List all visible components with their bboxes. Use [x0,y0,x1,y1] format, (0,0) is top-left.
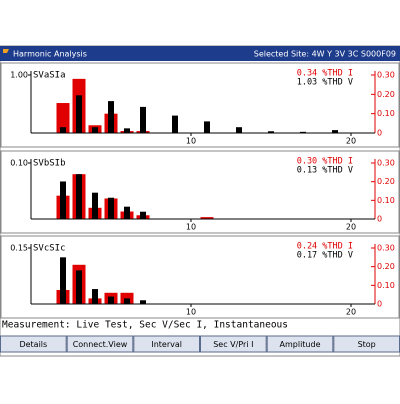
bar [124,128,130,133]
x-tick-label: 20 [346,308,356,317]
thd-label: 0.17 %THD V [297,251,353,261]
bar [172,115,178,133]
y-tick-label: 1.00 [10,71,28,80]
status-text: Measurement: Live Test, Sec V/Sec I, Ins… [2,320,288,331]
y2-tick-label: 0.20 [377,262,395,271]
softkey[interactable] [200,335,267,353]
bar [108,296,114,304]
chart-title: SVbSIb [33,159,66,169]
softkey-label[interactable]: Interval [151,340,182,349]
bar [92,127,98,133]
bar [204,121,210,133]
y2-tick-label: 0.10 [377,281,395,290]
thd-label: 0.13 %THD V [297,166,353,176]
y-tick-label: 0.15 [10,244,28,253]
chart-title: SVcSIc [33,244,66,254]
y2-tick-label: 0.10 [377,196,395,205]
bar [60,127,66,133]
bar [76,270,82,304]
title-bar [0,46,400,61]
x-tick-label: 10 [186,223,196,232]
x-tick-label: 10 [186,137,196,146]
bar [108,197,114,219]
x-tick-label: 20 [346,137,356,146]
softkey-label[interactable]: Amplitude [280,340,321,349]
softkey[interactable] [133,335,200,353]
x-tick-label: 10 [186,308,196,317]
bar [60,181,66,219]
y2-tick-label: 0 [377,215,382,224]
bar [108,101,114,133]
y2-tick-label: 0.30 [377,244,395,253]
x-tick-label: 20 [346,223,356,232]
softkey-label[interactable]: Connect.View [73,340,128,349]
thd-label: 0.34 %THD I [297,69,353,79]
y2-tick-label: 0.20 [377,177,395,186]
logo [3,49,9,53]
y2-tick-label: 0.10 [377,109,395,118]
window-title: Harmonic Analysis [13,50,87,59]
softkey-label[interactable]: Details [19,340,47,349]
bar [124,206,130,219]
bar [92,192,98,219]
thd-label: 1.03 %THD V [297,78,353,88]
y2-tick-label: 0.30 [377,159,395,168]
y2-tick-label: 0 [377,129,382,138]
bar [76,174,82,219]
bar [140,211,146,219]
bar [268,131,274,133]
thd-label: 0.24 %THD I [297,242,353,252]
bar [124,298,130,304]
bar [76,95,82,133]
site-label: Selected Site: 4W Y 3V 3C S000F09 [254,50,396,59]
softkey-label[interactable]: Sec V/Pri I [213,340,253,349]
bar [300,131,306,133]
bar [236,127,242,133]
softkey-label[interactable]: Stop [358,340,376,349]
bar [56,103,70,133]
softkey[interactable] [0,335,67,353]
y2-tick-label: 0 [377,300,382,309]
y2-tick-label: 0.30 [377,71,395,80]
softkey[interactable] [66,335,134,353]
bar [140,106,146,133]
bar [60,257,66,304]
chart-title: SVaSIa [33,71,66,81]
softkey[interactable] [266,335,334,353]
bar [140,300,146,304]
bar [200,217,214,219]
y2-tick-label: 0.20 [377,90,395,99]
bar [92,289,98,304]
thd-label: 0.30 %THD I [297,157,353,167]
y-tick-label: 0.10 [10,159,28,168]
bar [332,130,338,133]
